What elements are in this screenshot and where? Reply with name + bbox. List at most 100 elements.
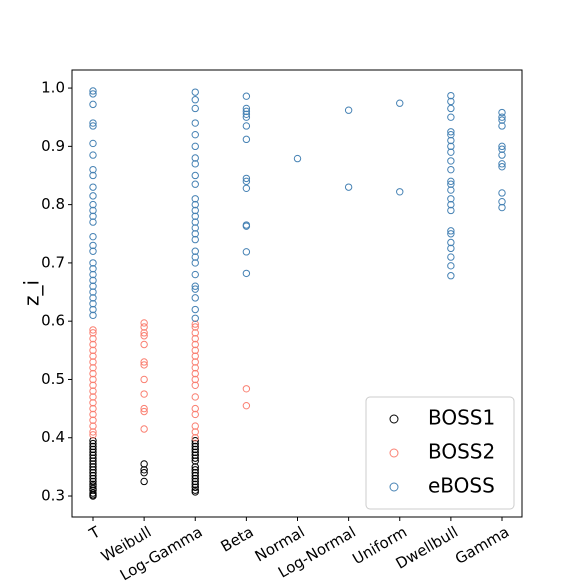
- point: [191, 218, 199, 226]
- point: [140, 390, 148, 398]
- point: [191, 454, 199, 462]
- point: [191, 434, 199, 442]
- point: [191, 466, 199, 474]
- y-tick-label: 0.8: [41, 195, 65, 213]
- point: [191, 224, 199, 232]
- point: [89, 404, 97, 413]
- point: [140, 466, 148, 474]
- point: [89, 259, 97, 267]
- point: [498, 189, 506, 197]
- point: [89, 463, 97, 471]
- point: [89, 480, 97, 489]
- point: [191, 375, 199, 384]
- point: [191, 119, 199, 127]
- point: [447, 177, 455, 186]
- point: [498, 160, 506, 168]
- point: [89, 346, 97, 355]
- point: [89, 375, 97, 384]
- point: [191, 445, 199, 454]
- point: [89, 171, 97, 180]
- point: [140, 375, 148, 384]
- point: [447, 253, 455, 261]
- point: [89, 340, 97, 349]
- point: [447, 230, 455, 238]
- point: [191, 323, 199, 331]
- point: [191, 381, 199, 389]
- point: [89, 311, 97, 320]
- point: [89, 469, 97, 477]
- point: [191, 469, 199, 477]
- point: [89, 329, 97, 337]
- point: [89, 122, 97, 130]
- y-tick-label: 0.6: [41, 312, 65, 330]
- point: [191, 285, 199, 293]
- legend-label: eBOSS: [428, 474, 495, 498]
- point: [191, 253, 199, 261]
- point: [89, 139, 97, 148]
- point: [191, 358, 199, 366]
- point: [89, 294, 97, 302]
- point: [447, 165, 455, 174]
- y-tick-label: 0.5: [41, 370, 65, 388]
- point: [89, 165, 97, 174]
- point: [89, 431, 97, 439]
- point: [89, 151, 97, 159]
- point: [140, 460, 148, 468]
- point: [89, 466, 97, 474]
- y-tick-label: 0.7: [41, 253, 65, 271]
- point: [89, 334, 97, 343]
- point: [191, 282, 199, 290]
- point: [89, 212, 97, 220]
- point: [498, 163, 506, 171]
- point: [498, 113, 506, 121]
- point: [191, 352, 199, 360]
- point: [89, 471, 97, 480]
- point: [191, 88, 199, 96]
- point: [89, 477, 97, 486]
- point: [140, 469, 148, 477]
- point: [191, 212, 199, 220]
- point: [191, 130, 199, 139]
- point: [89, 410, 97, 419]
- point: [89, 393, 97, 401]
- legend-marker: [389, 414, 399, 424]
- y-axis-label: z_i: [20, 280, 44, 306]
- point: [89, 428, 97, 436]
- point: [89, 457, 97, 465]
- point: [447, 113, 455, 121]
- legend-marker: [389, 482, 399, 492]
- point: [89, 358, 97, 366]
- point: [191, 393, 199, 401]
- point: [498, 108, 506, 117]
- point: [242, 184, 251, 193]
- point: [191, 422, 199, 430]
- y-tick-label: 0.3: [41, 487, 65, 505]
- point: [447, 157, 455, 165]
- point: [191, 448, 199, 457]
- point: [89, 454, 97, 462]
- point: [396, 188, 404, 196]
- point: [191, 305, 199, 314]
- point: [191, 314, 199, 322]
- point: [191, 457, 199, 465]
- point: [140, 340, 148, 349]
- point: [89, 87, 97, 95]
- point: [89, 119, 97, 127]
- point: [498, 145, 506, 153]
- point: [242, 401, 251, 410]
- point: [89, 247, 97, 255]
- y-tick-label: 1.0: [41, 79, 65, 97]
- point: [242, 92, 251, 100]
- point: [396, 99, 404, 107]
- point: [191, 329, 199, 337]
- point: [140, 319, 148, 327]
- point: [191, 477, 199, 486]
- point: [140, 361, 148, 369]
- point: [191, 451, 199, 459]
- point: [89, 451, 97, 459]
- point: [89, 241, 97, 250]
- point: [140, 477, 148, 486]
- point: [191, 96, 199, 104]
- point: [140, 404, 148, 413]
- point: [447, 272, 455, 280]
